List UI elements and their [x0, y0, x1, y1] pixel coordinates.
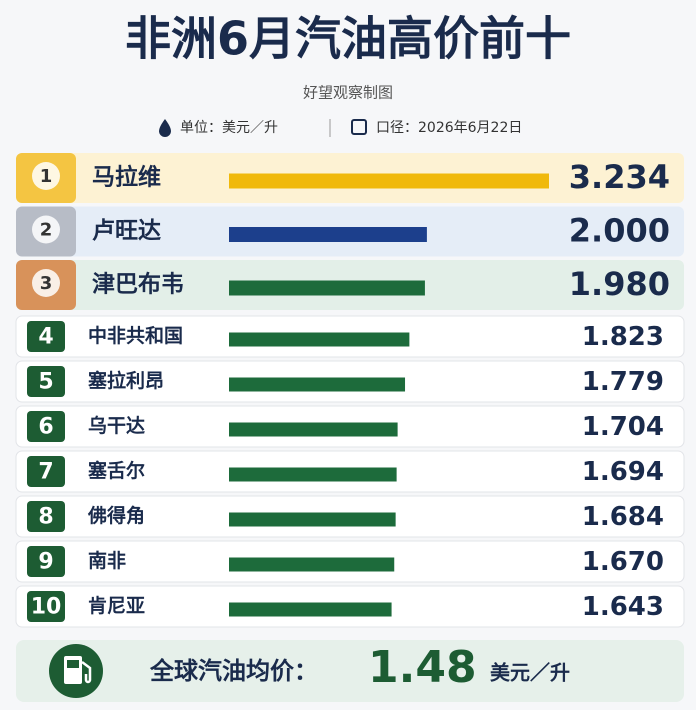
rank-medal [32, 215, 60, 244]
value-label: 1.704 [582, 412, 664, 442]
value-label: 1.684 [582, 502, 664, 532]
rank: 4 [38, 325, 53, 350]
category: 塞舌尔 [88, 459, 145, 482]
category: 津巴布韦 [92, 271, 184, 298]
rank-badge [27, 366, 65, 397]
value-label: 1.980 [569, 265, 670, 303]
rank-badge [27, 501, 65, 532]
rank-badge [27, 591, 65, 622]
date-note: 口径：2026年6月22日 [376, 120, 522, 136]
bar [229, 467, 397, 482]
rank-badge [27, 321, 65, 352]
bar [229, 173, 549, 189]
average-label: 全球汽油均价： [149, 657, 318, 685]
bar [229, 512, 396, 527]
rank: 10 [31, 595, 62, 620]
bar [229, 377, 406, 392]
value-label: 1.694 [582, 457, 664, 487]
rank: 1 [40, 166, 53, 187]
rank: 6 [38, 415, 53, 440]
value-label: 3.234 [569, 158, 670, 196]
rank-badge [27, 546, 65, 577]
rank-medal [32, 162, 60, 190]
category: 肯尼亚 [88, 594, 145, 617]
rank: 9 [38, 550, 53, 575]
average-unit: 美元／升 [490, 661, 570, 685]
pump-icon-window [67, 660, 79, 668]
bar [229, 332, 410, 347]
average-value: 1.48 [368, 642, 477, 693]
rank: 7 [38, 460, 53, 485]
value-label: 1.823 [582, 322, 664, 352]
rank: 8 [38, 505, 53, 530]
value-label: 1.779 [582, 367, 664, 397]
category: 卢旺达 [92, 218, 161, 244]
category: 南非 [88, 550, 126, 572]
rows: 1 马拉维 3.234 2 卢旺达 2.000 3 津巴布韦 1.980 4 中非共和国 1.823 5… [15, 153, 685, 628]
rank: 3 [40, 273, 53, 294]
bar [229, 557, 395, 572]
rank-medal [32, 269, 60, 297]
footer-box [16, 640, 684, 702]
bar [229, 227, 427, 242]
pump-icon-hose [81, 661, 92, 684]
bar [229, 602, 392, 617]
rank-badge [27, 411, 65, 442]
subtitle: 好望观察制图 [303, 84, 393, 102]
drop-icon [159, 119, 171, 137]
category: 佛得角 [87, 504, 145, 527]
bar [229, 422, 398, 437]
category: 中非共和国 [88, 324, 183, 347]
value-label: 1.670 [582, 547, 664, 577]
rank-badge [27, 456, 65, 487]
category: 塞拉利昂 [88, 369, 164, 392]
calendar-icon [351, 119, 367, 135]
title: 非洲6月汽油高价前十 [125, 12, 571, 66]
unit-note: 单位：美元／升 [180, 120, 278, 136]
rank: 5 [38, 370, 53, 395]
category: 马拉维 [92, 164, 161, 191]
rank: 2 [40, 220, 53, 241]
value-label: 1.643 [582, 592, 664, 622]
category: 乌干达 [88, 414, 145, 437]
value-label: 2.000 [569, 212, 670, 250]
bar [229, 280, 425, 296]
